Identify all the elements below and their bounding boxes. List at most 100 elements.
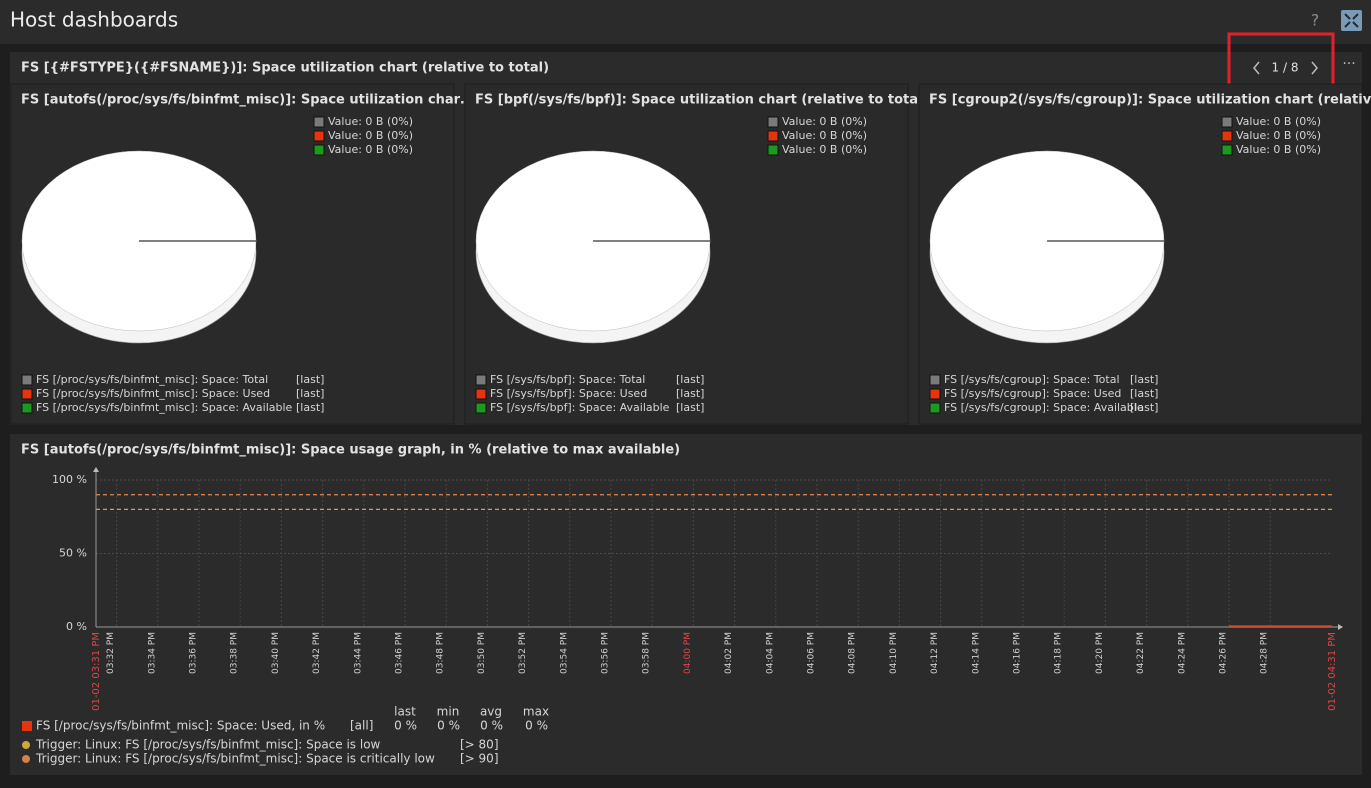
y-tick-label: 100 % bbox=[52, 473, 87, 486]
x-tick-label: 04:22 PM bbox=[1136, 632, 1146, 674]
pie-title: FS [bpf(/sys/fs/bpf)]: Space utilization… bbox=[475, 93, 928, 108]
y-tick-label: 0 % bbox=[66, 620, 87, 633]
legend-name: Trigger: Linux: FS [/proc/sys/fs/binfmt_… bbox=[35, 752, 435, 766]
x-tick-label: 03:42 PM bbox=[312, 632, 322, 674]
x-tick-label: 03:58 PM bbox=[642, 632, 652, 674]
legend-swatch bbox=[767, 144, 779, 156]
legend-label: Value: 0 B (0%) bbox=[328, 129, 413, 142]
pager: 1 / 8 bbox=[1272, 61, 1299, 75]
legend-swatch bbox=[313, 130, 325, 142]
fullscreen-button[interactable] bbox=[1341, 10, 1362, 31]
pie-title: FS [autofs(/proc/sys/fs/binfmt_misc)]: S… bbox=[21, 93, 473, 108]
legend-name: FS [/sys/fs/bpf]: Space: Used bbox=[490, 387, 647, 400]
x-tick-label: 04:14 PM bbox=[971, 632, 981, 674]
x-tick-label: 03:38 PM bbox=[230, 632, 240, 674]
legend-swatch bbox=[313, 116, 325, 128]
x-tick-label: 03:40 PM bbox=[271, 632, 281, 674]
pie-title: FS [cgroup2(/sys/fs/cgroup)]: Space util… bbox=[929, 93, 1371, 108]
legend-label: Value: 0 B (0%) bbox=[782, 115, 867, 128]
legend-name: FS [/sys/fs/cgroup]: Space: Used bbox=[944, 387, 1121, 400]
graph-widget bbox=[10, 434, 1362, 775]
legend-swatch bbox=[929, 388, 941, 400]
legend-func: [last] bbox=[676, 387, 704, 400]
legend-name: FS [/proc/sys/fs/binfmt_misc]: Space: Av… bbox=[36, 401, 293, 414]
legend-swatch bbox=[21, 402, 33, 414]
next-page[interactable] bbox=[1311, 61, 1318, 75]
help-button[interactable]: ? bbox=[1311, 11, 1320, 30]
legend-swatch bbox=[767, 130, 779, 142]
legend-swatch bbox=[767, 116, 779, 128]
legend-swatch bbox=[22, 721, 32, 731]
legend-swatch bbox=[21, 388, 33, 400]
legend-column: avg bbox=[480, 705, 502, 719]
x-tick-label: 04:16 PM bbox=[1013, 632, 1023, 674]
x-tick-label: 04:10 PM bbox=[889, 632, 899, 674]
x-tick-label: 04:04 PM bbox=[765, 632, 775, 674]
legend-label: Value: 0 B (0%) bbox=[328, 143, 413, 156]
legend-swatch bbox=[475, 388, 487, 400]
legend-swatch bbox=[1221, 116, 1233, 128]
x-tick-label: 03:44 PM bbox=[353, 632, 363, 674]
legend-dot bbox=[22, 755, 30, 763]
legend-func: [last] bbox=[676, 373, 704, 386]
x-tick-label: 04:20 PM bbox=[1095, 632, 1105, 674]
legend-stat: 0 % bbox=[394, 719, 417, 733]
legend-column: last bbox=[394, 705, 416, 719]
x-tick-label: 04:24 PM bbox=[1177, 632, 1187, 674]
x-tick-label: 04:06 PM bbox=[807, 632, 817, 674]
legend-name: Trigger: Linux: FS [/proc/sys/fs/binfmt_… bbox=[35, 738, 381, 752]
x-tick-label: 03:52 PM bbox=[518, 632, 528, 674]
prev-page[interactable] bbox=[1253, 61, 1260, 75]
x-tick-label: 04:08 PM bbox=[848, 632, 858, 674]
legend-swatch bbox=[929, 374, 941, 386]
legend-name: FS [/sys/fs/cgroup]: Space: Total bbox=[944, 373, 1120, 386]
axis-arrow bbox=[1338, 624, 1343, 630]
legend-swatch bbox=[1221, 144, 1233, 156]
x-tick-label: 03:34 PM bbox=[147, 632, 157, 674]
x-tick-label: 04:28 PM bbox=[1260, 632, 1270, 674]
x-tick-label: 03:32 PM bbox=[106, 632, 116, 674]
widget-title: FS [{#FSTYPE}({#FSNAME})]: Space utiliza… bbox=[21, 61, 549, 76]
legend-func: [last] bbox=[296, 401, 324, 414]
graph-title: FS [autofs(/proc/sys/fs/binfmt_misc)]: S… bbox=[21, 443, 680, 458]
legend-column: min bbox=[437, 705, 460, 719]
legend-name: FS [/sys/fs/cgroup]: Space: Available bbox=[944, 401, 1144, 414]
x-tick-label: 04:26 PM bbox=[1219, 632, 1229, 674]
legend-stat: 0 % bbox=[437, 719, 460, 733]
legend-func: [all] bbox=[350, 719, 373, 733]
axis-arrow bbox=[93, 467, 99, 472]
header-bar bbox=[0, 0, 1371, 44]
legend-swatch bbox=[929, 402, 941, 414]
legend-swatch bbox=[1221, 130, 1233, 142]
legend-name: FS [/proc/sys/fs/binfmt_misc]: Space: Us… bbox=[36, 387, 270, 400]
legend-func: [last] bbox=[1130, 401, 1158, 414]
y-tick-label: 50 % bbox=[59, 547, 87, 560]
legend-func: [last] bbox=[676, 401, 704, 414]
legend-column: max bbox=[523, 705, 549, 719]
legend-swatch bbox=[475, 402, 487, 414]
legend-label: Value: 0 B (0%) bbox=[782, 143, 867, 156]
graph: 100 % 50 % 0 % 03:32 PM 03:34 PM 03:36 PM 03:3… bbox=[22, 467, 1343, 766]
page-title: Host dashboards bbox=[10, 8, 178, 32]
x-end-label: 01-02 04:31 PM bbox=[1327, 632, 1338, 711]
x-tick-label: 03:50 PM bbox=[477, 632, 487, 674]
x-tick-label: 04:02 PM bbox=[724, 632, 734, 674]
x-start-label: 01-02 03:31 PM bbox=[91, 632, 102, 711]
legend-name: FS [/proc/sys/fs/binfmt_misc]: Space: Us… bbox=[36, 719, 325, 733]
legend-dot bbox=[22, 741, 30, 749]
x-tick-label: 04:18 PM bbox=[1054, 632, 1064, 674]
legend-name: FS [/sys/fs/bpf]: Space: Available bbox=[490, 401, 670, 414]
legend-swatch bbox=[313, 144, 325, 156]
widget-menu[interactable]: ··· bbox=[1342, 56, 1355, 72]
pie-widgets: FS [autofs(/proc/sys/fs/binfmt_misc)]: S… bbox=[10, 83, 1371, 425]
legend-name: FS [/proc/sys/fs/binfmt_misc]: Space: To… bbox=[36, 373, 268, 386]
legend-swatch bbox=[475, 374, 487, 386]
legend-func: [last] bbox=[296, 373, 324, 386]
legend-func: [last] bbox=[1130, 373, 1158, 386]
legend-stat: 0 % bbox=[480, 719, 503, 733]
legend-threshold: [> 90] bbox=[460, 752, 499, 766]
legend-threshold: [> 80] bbox=[460, 738, 499, 752]
legend-label: Value: 0 B (0%) bbox=[1236, 115, 1321, 128]
